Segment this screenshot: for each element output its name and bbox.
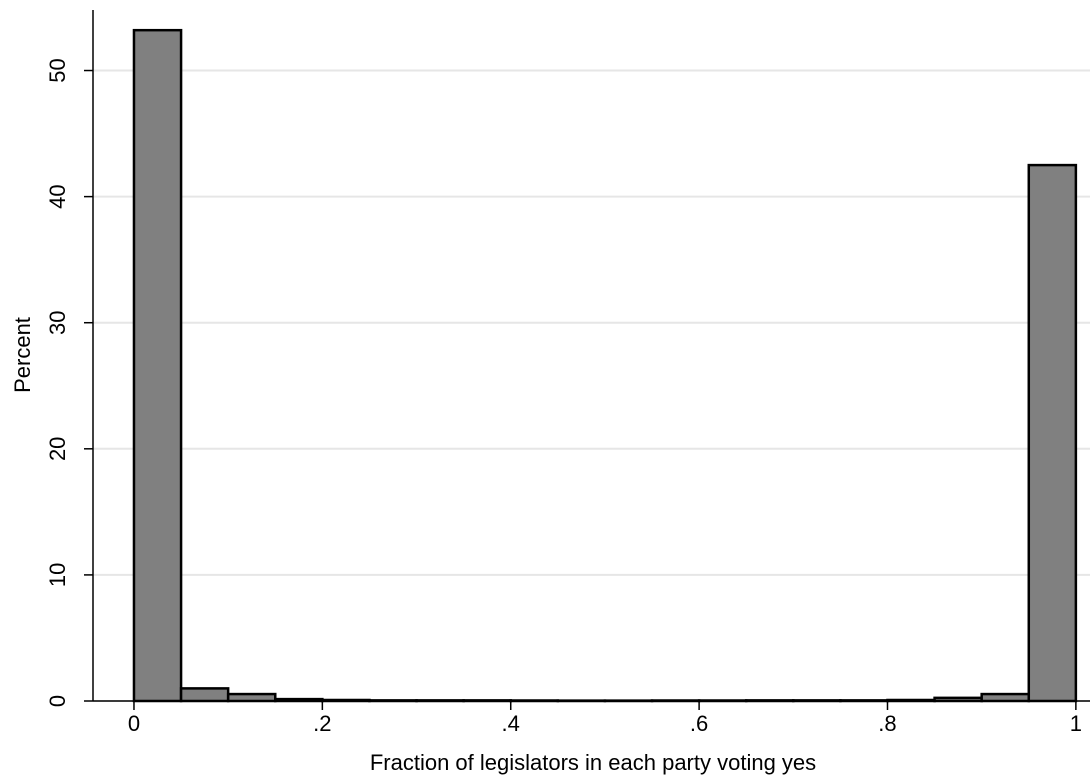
y-tick-label: 0 bbox=[45, 695, 70, 707]
bar bbox=[179, 687, 230, 703]
x-tick-label: .2 bbox=[313, 711, 331, 736]
y-axis-title: Percent bbox=[10, 317, 35, 393]
x-axis-title: Fraction of legislators in each party vo… bbox=[370, 750, 816, 775]
x-tick-label: .4 bbox=[502, 711, 520, 736]
x-tick-label: 1 bbox=[1070, 711, 1082, 736]
bar bbox=[980, 692, 1031, 703]
x-tick-label: .8 bbox=[878, 711, 896, 736]
y-tick-label: 10 bbox=[45, 563, 70, 587]
y-tick-label: 40 bbox=[45, 184, 70, 208]
x-tick-label: .6 bbox=[690, 711, 708, 736]
x-tick-label: 0 bbox=[128, 711, 140, 736]
y-tick-label: 30 bbox=[45, 310, 70, 334]
bar bbox=[226, 692, 277, 703]
bar bbox=[132, 28, 183, 703]
y-tick-label: 50 bbox=[45, 58, 70, 82]
y-tick-label: 20 bbox=[45, 437, 70, 461]
bar bbox=[1027, 163, 1078, 703]
